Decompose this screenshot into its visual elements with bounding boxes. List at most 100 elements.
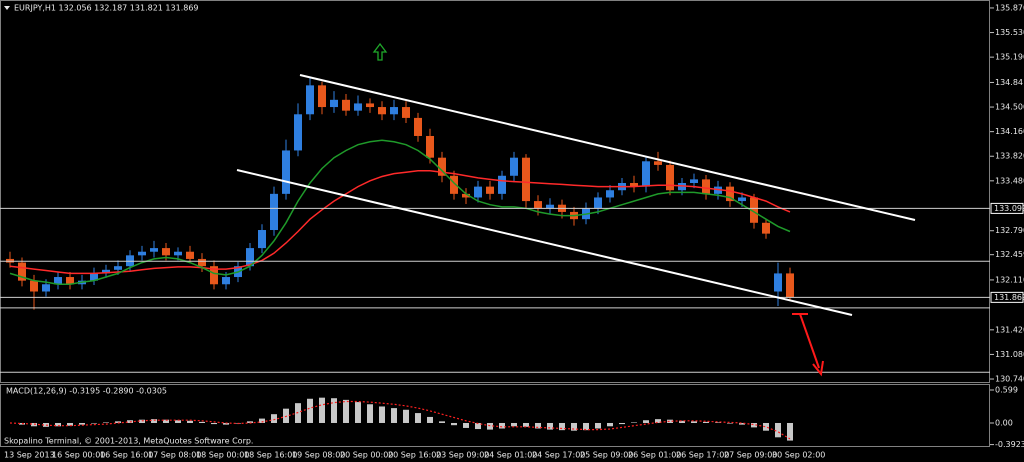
macd-bar	[91, 422, 97, 424]
y-tick-label: 0.00	[995, 418, 1013, 427]
candle-body	[222, 277, 230, 285]
candle-body	[162, 248, 170, 256]
macd-bar	[259, 418, 265, 423]
candle-body	[42, 284, 50, 292]
y-tick-label: 131.080	[995, 350, 1024, 359]
macd-bar	[391, 408, 397, 423]
y-tick-label: 132.110	[995, 275, 1024, 284]
x-tick-label: 23 Sep 09:00	[436, 451, 489, 460]
macd-bar	[703, 421, 709, 423]
candle-body	[186, 251, 194, 259]
macd-bar	[583, 422, 589, 431]
candle-body	[534, 201, 542, 209]
candle-body	[114, 266, 122, 270]
candle-body	[438, 157, 446, 176]
candle-body	[690, 179, 698, 184]
macd-bar	[523, 422, 529, 427]
candle-body	[426, 135, 434, 158]
candle-body	[390, 107, 398, 115]
candle-body	[522, 157, 530, 202]
macd-bar	[55, 422, 61, 427]
candle-body	[18, 262, 26, 281]
macd-bar	[331, 398, 337, 423]
y-tick-label: 133.820	[995, 152, 1024, 161]
candle-body	[474, 186, 482, 198]
price-tag	[990, 202, 1024, 214]
lower-trendline	[236, 169, 853, 316]
candle-body	[414, 117, 422, 136]
macd-bar	[715, 422, 721, 423]
macd-bar	[247, 421, 253, 423]
macd-bar	[103, 422, 109, 423]
macd-bar	[547, 422, 553, 430]
macd-bar	[595, 422, 601, 429]
macd-bar	[691, 421, 697, 423]
x-tick-label: 24 Sep 01:00	[484, 451, 537, 460]
macd-bar	[355, 402, 361, 423]
candle-body	[666, 164, 674, 191]
price-tag-label: 131.869	[994, 293, 1024, 302]
macd-bar	[415, 413, 421, 423]
candle-body	[654, 161, 662, 165]
candle-body	[594, 197, 602, 209]
macd-bar	[223, 422, 229, 425]
y-tick-label: 135.870	[995, 3, 1024, 12]
macd-bar	[115, 421, 121, 423]
signal-line	[9, 400, 791, 440]
macd-bar	[343, 399, 349, 423]
macd-bar	[607, 422, 613, 427]
candle-body	[318, 85, 326, 108]
y-tick-label: 133.480	[995, 176, 1024, 185]
macd-title: MACD(12,26,9) -0.3195 -0.2890 -0.0305	[6, 387, 167, 396]
x-tick-label: 30 Sep 02:00	[772, 451, 825, 460]
macd-bar	[151, 419, 157, 423]
macd-bar	[511, 422, 517, 427]
macd-bar	[163, 419, 169, 423]
price-tag	[990, 291, 1024, 303]
y-tick-label: -0.3923	[995, 440, 1024, 449]
macd-bar	[79, 422, 85, 425]
candle-body	[150, 248, 158, 252]
candle-body	[330, 99, 338, 108]
moving-average	[9, 169, 791, 275]
candle-body	[762, 222, 770, 234]
candle-body	[606, 190, 614, 198]
sell-arrow-head	[812, 360, 824, 377]
macd-bar	[187, 420, 193, 423]
x-tick-label: 18 Sep 00:00	[196, 451, 249, 460]
macd-bar	[535, 422, 541, 429]
menu-icon[interactable]	[4, 6, 10, 10]
x-tick-label: 20 Sep 16:00	[388, 451, 441, 460]
x-tick-label: 16 Sep 16:00	[100, 451, 153, 460]
x-tick-label: 27 Sep 09:00	[724, 451, 777, 460]
macd-bar	[67, 422, 73, 426]
candle-body	[270, 193, 278, 231]
candle-body	[486, 186, 494, 194]
x-tick-label: 26 Sep 17:00	[676, 451, 729, 460]
macd-bar	[379, 406, 385, 423]
moving-average	[9, 139, 791, 286]
candle-body	[198, 258, 206, 267]
x-tick-label: 25 Sep 09:00	[580, 451, 633, 460]
candle-body	[90, 273, 98, 281]
macd-bar	[667, 419, 673, 423]
candle-body	[258, 230, 266, 249]
candle-body	[102, 269, 110, 274]
candle-body	[462, 193, 470, 198]
macd-bar	[319, 397, 325, 423]
upper-trendline	[299, 74, 916, 221]
y-tick-label: 135.530	[995, 28, 1024, 37]
candle-body	[738, 197, 746, 202]
price-tag-label: 133.099	[994, 204, 1024, 213]
candle-body	[750, 197, 758, 223]
candle-body	[786, 273, 794, 298]
x-tick-label: 19 Sep 08:00	[292, 451, 345, 460]
y-tick-label: 130.740	[995, 375, 1024, 384]
x-tick-label: 13 Sep 2013	[4, 451, 55, 460]
y-tick-label: 132.459	[995, 250, 1024, 259]
x-tick-label: 17 Sep 08:00	[148, 451, 201, 460]
macd-bar	[763, 422, 769, 431]
candle-body	[630, 183, 638, 187]
chart-title: EURJPY,H1 132.056 132.187 131.821 131.86…	[14, 4, 199, 13]
candle-body	[342, 99, 350, 111]
